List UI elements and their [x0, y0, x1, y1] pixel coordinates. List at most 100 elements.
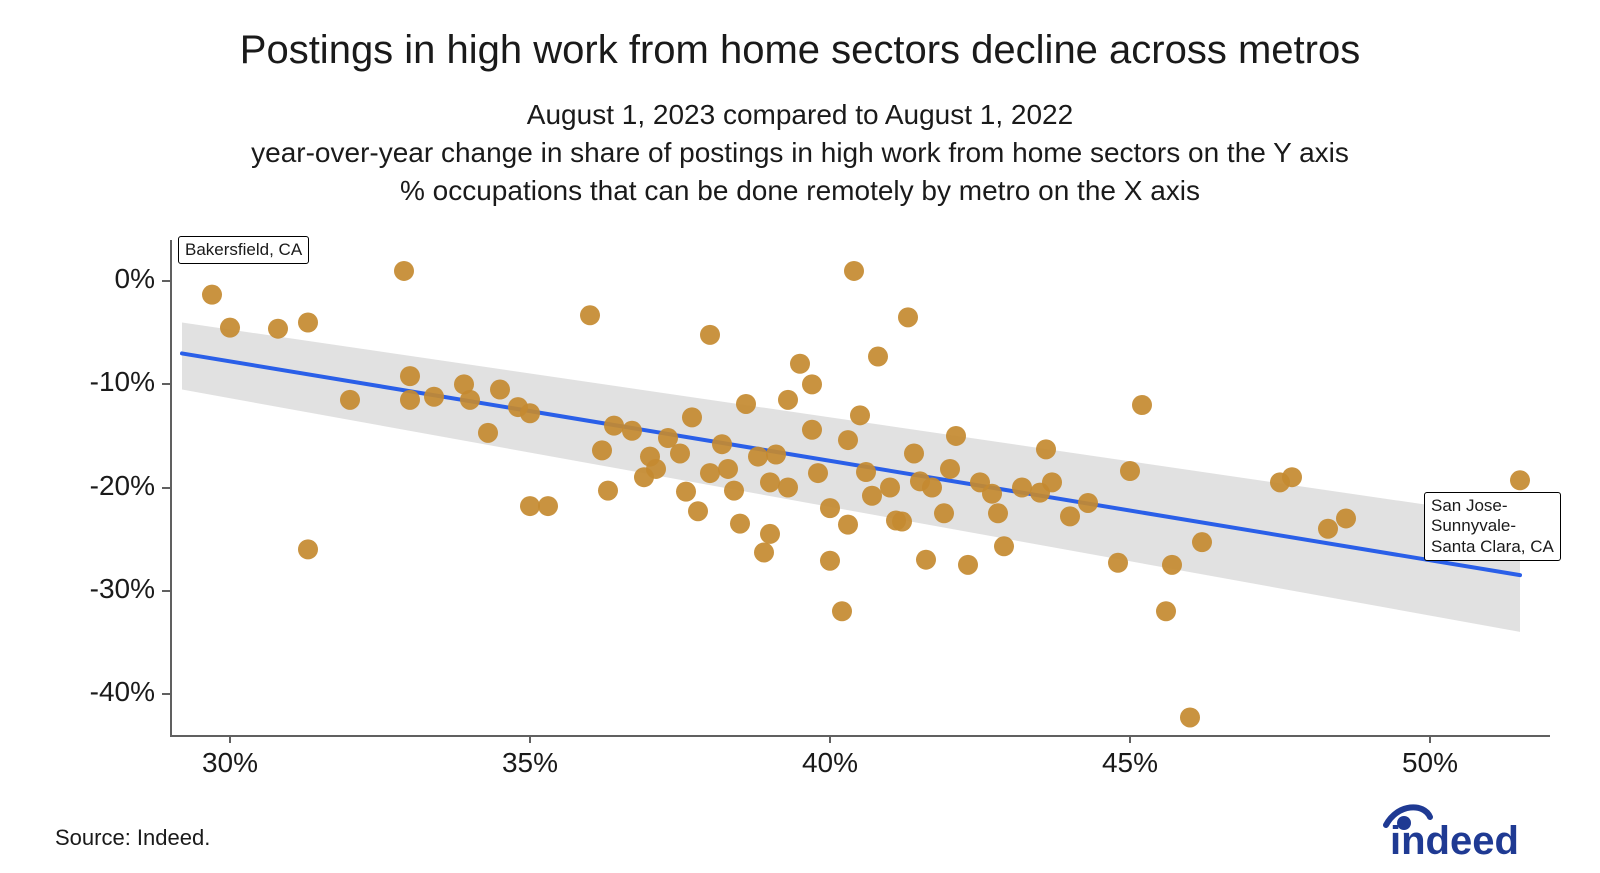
subtitle-line-1: August 1, 2023 compared to August 1, 202…	[527, 99, 1073, 130]
x-tick-label: 30%	[180, 747, 280, 779]
data-point	[754, 542, 774, 562]
data-point	[808, 463, 828, 483]
data-point	[712, 434, 732, 454]
data-point	[880, 478, 900, 498]
y-tick-mark	[162, 280, 170, 282]
data-point	[520, 403, 540, 423]
data-point	[1192, 532, 1212, 552]
data-point	[520, 496, 540, 516]
data-point	[1336, 508, 1356, 528]
data-point	[850, 405, 870, 425]
chart-subtitle: August 1, 2023 compared to August 1, 202…	[0, 96, 1600, 209]
data-point	[202, 285, 222, 305]
data-point	[268, 319, 288, 339]
data-point	[1012, 478, 1032, 498]
data-point	[820, 498, 840, 518]
data-point	[682, 407, 702, 427]
data-point	[298, 313, 318, 333]
data-point	[946, 426, 966, 446]
chart-container: Postings in high work from home sectors …	[0, 0, 1600, 873]
x-tick-mark	[229, 735, 231, 743]
y-tick-mark	[162, 590, 170, 592]
data-point	[340, 390, 360, 410]
data-point	[856, 462, 876, 482]
data-point	[982, 484, 1002, 504]
source-text: Source: Indeed.	[55, 825, 210, 851]
data-point	[718, 459, 738, 479]
title-text: Postings in high work from home sectors …	[240, 28, 1360, 72]
subtitle-line-3: % occupations that can be done remotely …	[400, 175, 1200, 206]
data-point	[1510, 470, 1530, 490]
data-point	[676, 482, 696, 502]
data-point	[490, 380, 510, 400]
x-tick-label: 35%	[480, 747, 580, 779]
data-point	[868, 347, 888, 367]
data-point	[424, 387, 444, 407]
data-point	[898, 307, 918, 327]
data-point	[1156, 601, 1176, 621]
data-point	[862, 486, 882, 506]
data-point	[934, 503, 954, 523]
source-label: Source: Indeed.	[55, 825, 210, 850]
x-tick-mark	[829, 735, 831, 743]
data-point	[478, 423, 498, 443]
data-point	[1120, 461, 1140, 481]
data-point	[592, 440, 612, 460]
data-point	[604, 416, 624, 436]
data-point	[400, 390, 420, 410]
subtitle-line-2: year-over-year change in share of postin…	[251, 137, 1349, 168]
confidence-band	[182, 323, 1520, 632]
data-point	[1042, 472, 1062, 492]
annotation-line: Santa Clara, CA	[1431, 537, 1554, 556]
data-point	[598, 481, 618, 501]
data-point	[400, 366, 420, 386]
data-point	[760, 524, 780, 544]
plot-svg	[170, 240, 1550, 735]
x-tick-label: 45%	[1080, 747, 1180, 779]
annotation-label: San Jose-Sunnyvale-Santa Clara, CA	[1424, 492, 1561, 561]
data-point	[1162, 555, 1182, 575]
data-point	[1108, 553, 1128, 573]
data-point	[658, 428, 678, 448]
data-point	[646, 459, 666, 479]
data-point	[760, 472, 780, 492]
x-tick-mark	[529, 735, 531, 743]
y-tick-label: -30%	[60, 573, 155, 605]
data-point	[802, 420, 822, 440]
annotation-line: Sunnyvale-	[1431, 516, 1516, 535]
data-point	[1318, 519, 1338, 539]
data-point	[988, 503, 1008, 523]
scatter-plot	[170, 240, 1550, 735]
data-point	[844, 261, 864, 281]
data-point	[1036, 439, 1056, 459]
data-point	[580, 305, 600, 325]
data-point	[766, 445, 786, 465]
y-tick-label: -20%	[60, 470, 155, 502]
data-point	[922, 478, 942, 498]
data-point	[940, 459, 960, 479]
data-point	[1282, 467, 1302, 487]
y-tick-mark	[162, 487, 170, 489]
data-point	[220, 318, 240, 338]
data-point	[1132, 395, 1152, 415]
data-point	[748, 447, 768, 467]
data-point	[688, 501, 708, 521]
y-tick-label: 0%	[60, 263, 155, 295]
data-point	[700, 325, 720, 345]
data-point	[832, 601, 852, 621]
data-point	[886, 511, 906, 531]
data-point	[622, 421, 642, 441]
data-point	[820, 551, 840, 571]
x-tick-label: 40%	[780, 747, 880, 779]
y-axis-line	[170, 240, 172, 735]
chart-title: Postings in high work from home sectors …	[0, 28, 1600, 73]
indeed-logo: indeed	[1380, 799, 1570, 859]
data-point	[736, 394, 756, 414]
data-point	[1078, 493, 1098, 513]
logo-text: indeed	[1390, 819, 1519, 859]
data-point	[700, 463, 720, 483]
y-tick-label: -10%	[60, 366, 155, 398]
y-tick-mark	[162, 693, 170, 695]
trend-line	[182, 353, 1520, 575]
annotation-label: Bakersfield, CA	[178, 236, 309, 264]
